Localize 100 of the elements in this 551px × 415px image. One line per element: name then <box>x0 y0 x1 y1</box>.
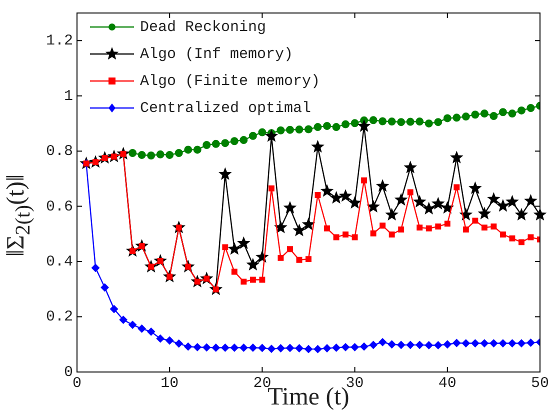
point <box>518 239 524 246</box>
point <box>147 328 156 336</box>
y-tick-label: 0.8 <box>46 143 73 160</box>
point <box>452 114 461 122</box>
point <box>100 283 109 292</box>
point <box>314 123 322 132</box>
point <box>267 344 276 353</box>
point <box>314 345 322 354</box>
point <box>517 106 526 114</box>
point <box>237 236 250 249</box>
point <box>221 344 230 352</box>
point <box>490 223 497 230</box>
y-tick-label: 1 <box>64 88 73 105</box>
point <box>524 194 538 207</box>
point <box>222 244 228 250</box>
y-tick-label: 0.4 <box>46 254 73 271</box>
point <box>366 200 380 213</box>
point <box>444 220 450 227</box>
point <box>311 140 324 153</box>
point <box>332 123 340 132</box>
point <box>128 149 137 158</box>
point <box>452 339 461 348</box>
point <box>138 150 146 159</box>
point <box>287 246 293 252</box>
point <box>404 160 418 174</box>
point <box>397 118 406 126</box>
point <box>212 344 220 352</box>
point <box>416 340 424 349</box>
y-tick-label: 0.2 <box>46 308 73 326</box>
point <box>369 116 378 124</box>
point <box>231 268 238 275</box>
point <box>508 110 516 118</box>
point <box>264 129 278 142</box>
point <box>156 150 164 158</box>
legend-label: Algo (Inf memory) <box>140 46 294 63</box>
point <box>397 340 406 349</box>
point <box>259 276 266 283</box>
point <box>119 316 128 324</box>
point <box>416 118 424 126</box>
point <box>350 119 359 128</box>
point <box>357 119 371 132</box>
point <box>138 324 146 333</box>
point <box>380 222 386 229</box>
legend-label: Dead Reckoning <box>140 18 266 36</box>
point <box>471 110 480 119</box>
point <box>258 128 266 136</box>
point <box>221 139 230 148</box>
point <box>454 184 460 190</box>
point <box>228 242 242 255</box>
legend-label: Algo (Finite memory) <box>140 72 320 90</box>
point <box>509 235 516 242</box>
point <box>338 189 352 202</box>
point <box>342 120 350 128</box>
point <box>306 256 312 262</box>
point <box>481 224 488 231</box>
point <box>480 110 488 118</box>
point <box>240 344 248 352</box>
y-tick-label: 0 <box>64 364 73 381</box>
point <box>240 278 247 285</box>
point <box>496 199 510 212</box>
point <box>424 341 433 350</box>
point <box>276 344 285 352</box>
point <box>398 226 404 232</box>
point <box>246 258 260 271</box>
point <box>110 305 118 314</box>
point <box>376 179 390 192</box>
point <box>323 344 332 352</box>
point <box>443 114 452 122</box>
point <box>378 338 387 346</box>
point <box>342 343 350 352</box>
point <box>302 218 316 230</box>
point <box>426 225 432 232</box>
point <box>92 264 100 272</box>
point <box>462 339 470 348</box>
point <box>424 119 433 128</box>
point <box>193 146 202 154</box>
point <box>218 167 232 180</box>
point <box>295 126 304 134</box>
point <box>508 339 516 348</box>
point <box>352 234 358 240</box>
point <box>320 184 334 197</box>
point <box>330 191 343 204</box>
point <box>388 118 396 126</box>
point <box>369 340 378 349</box>
point <box>156 334 164 343</box>
point <box>240 136 248 144</box>
point <box>333 234 340 240</box>
point <box>462 112 470 121</box>
point <box>314 192 321 198</box>
point <box>490 112 498 120</box>
point <box>166 150 174 159</box>
point <box>166 336 174 345</box>
point <box>248 132 257 140</box>
point <box>174 340 183 348</box>
point <box>304 125 312 134</box>
point <box>128 320 137 329</box>
point <box>350 343 359 352</box>
point <box>517 339 526 348</box>
point <box>360 342 368 351</box>
x-tick-label: 40 <box>438 374 456 392</box>
